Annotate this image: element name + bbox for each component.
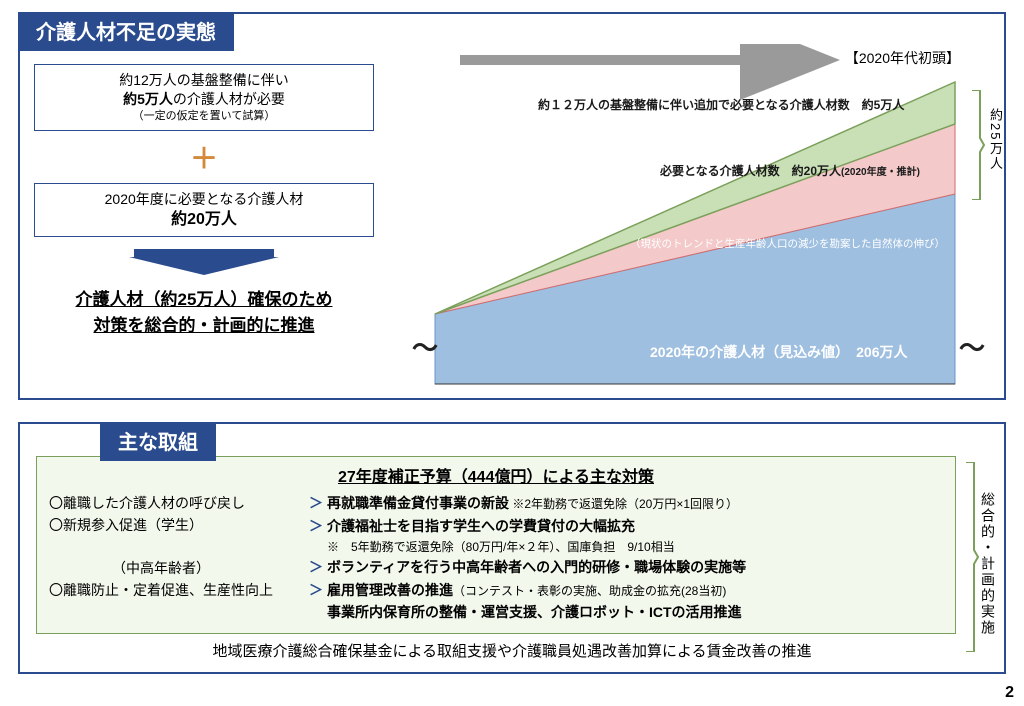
box1-line2: 約5万人の介護人材が必要 [41,90,367,109]
measures-categories: 〇離職した介護人材の呼び戻し〇新規参入促進（学生） （中高年齢者）〇離職防止・定… [49,493,309,625]
box-2020-need: 2020年度に必要となる介護人材 約20万人 [34,183,374,237]
measures-greenbox: 27年度補正予算（444億円）による主な対策 〇離職した介護人材の呼び戻し〇新規… [36,456,956,634]
section2-title: 主な取組 [100,422,216,461]
box2-line2: 約20万人 [41,209,367,231]
down-arrow-icon [124,247,284,275]
wave-right-icon: 〜 [959,328,985,365]
red-series-label-wrap: 必要となる介護人材数 約20万人(2020年度・推計) [660,162,920,179]
conclusion-text: 介護人材（約25万人）確保のため 対策を総合的・計画的に推進 [34,287,374,338]
box2-line1: 2020年度に必要となる介護人材 [41,190,367,209]
plus-icon: ＋ [34,137,374,177]
section-nursing-shortage: 介護人材不足の実態 約12万人の基盤整備に伴い 約5万人の介護人材が必要 （一定… [18,12,1006,400]
measures-items: ＞再就職準備金貸付事業の新設 ※2年勤務で返還免除（20万円×1回限り）＞介護福… [309,493,943,625]
stacked-area-chart: 【2020年代初頭】 約１２万人の基盤整備に伴い追加で必要となる介護人材数 約5… [400,44,1000,392]
category-line: 〇離職した介護人材の呼び戻し [49,493,309,515]
wave-left-icon: 〜 [412,328,438,365]
section-measures: 主な取組 27年度補正予算（444億円）による主な対策 〇離職した介護人材の呼び… [18,422,1006,674]
bracket-label: 約25万人 [986,108,1005,171]
left-flow: 約12万人の基盤整備に伴い 約5万人の介護人材が必要 （一定の仮定を置いて試算）… [34,64,374,338]
measure-item: ＞雇用管理改善の推進（コンテスト・表彰の実施、助成金の拡充(28当初) [309,580,943,602]
bottom-line: 地域医療介護総合確保基金による取組支援や介護職員処遇改善加算による賃金改善の推進 [30,640,994,661]
box1-line3: （一定の仮定を置いて試算） [41,109,367,124]
measure-item: ＞再就職準備金貸付事業の新設 ※2年勤務で返還免除（20万円×1回限り） [309,493,943,515]
category-line: （中高年齢者） [49,558,309,580]
measure-item: ※ 5年勤務で返還免除（80万円/年×２年）、国庫負担 9/10相当 [327,538,943,557]
blue-bottom-label: 2020年の介護人材（見込み値） 206万人 [650,342,908,362]
green-series-label: 約１２万人の基盤整備に伴い追加で必要となる介護人材数 約5万人 [538,96,904,113]
measures-row: 〇離職した介護人材の呼び戻し〇新規参入促進（学生） （中高年齢者）〇離職防止・定… [49,493,943,625]
measure-item: 事業所内保育所の整備・運営支援、介護ロボット・ICTの活用推進 [309,602,943,624]
section2-bracket-label: 総合的・計画的実施 [978,492,998,636]
greenbox-title: 27年度補正予算（444億円）による主な対策 [49,463,943,487]
page-number: 2 [1005,684,1014,702]
category-line: 〇新規参入促進（学生） [49,515,309,537]
measure-item: ＞介護福祉士を目指す学生への学費貸付の大幅拡充 [309,516,943,538]
blue-inside-label: （現状のトレンドと生産年齢人口の減少を勘案した自然体の伸び） [630,236,945,251]
right-bracket: 約25万人 [970,90,1008,200]
category-line: 〇離職防止・定着促進、生産性向上 [49,580,309,602]
box1-line1: 約12万人の基盤整備に伴い [41,71,367,90]
section1-title: 介護人材不足の実態 [18,12,234,51]
category-line [49,536,309,558]
section2-bracket: 総合的・計画的実施 [964,462,998,652]
box-infrastructure-need: 約12万人の基盤整備に伴い 約5万人の介護人材が必要 （一定の仮定を置いて試算） [34,64,374,131]
measure-item: ＞ボランティアを行う中高年齢者への入門的研修・職場体験の実施等 [309,557,943,579]
